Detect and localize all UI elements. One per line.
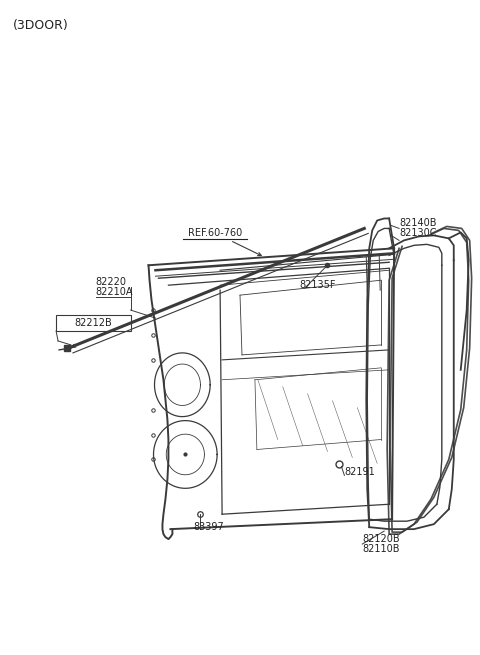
FancyBboxPatch shape — [56, 315, 131, 331]
Text: 82130C: 82130C — [399, 229, 437, 238]
Text: 82140B: 82140B — [399, 218, 437, 229]
Text: 82210A: 82210A — [96, 287, 133, 297]
Text: 82220: 82220 — [96, 277, 127, 287]
Text: (3DOOR): (3DOOR) — [13, 19, 69, 32]
Text: 82120B: 82120B — [362, 534, 400, 544]
Text: REF.60-760: REF.60-760 — [188, 229, 242, 238]
Text: 82135F: 82135F — [300, 280, 336, 290]
Text: 82212B: 82212B — [74, 318, 112, 328]
Text: 83397: 83397 — [193, 522, 224, 532]
Text: 82191: 82191 — [344, 468, 375, 477]
Text: 82110B: 82110B — [362, 544, 400, 554]
